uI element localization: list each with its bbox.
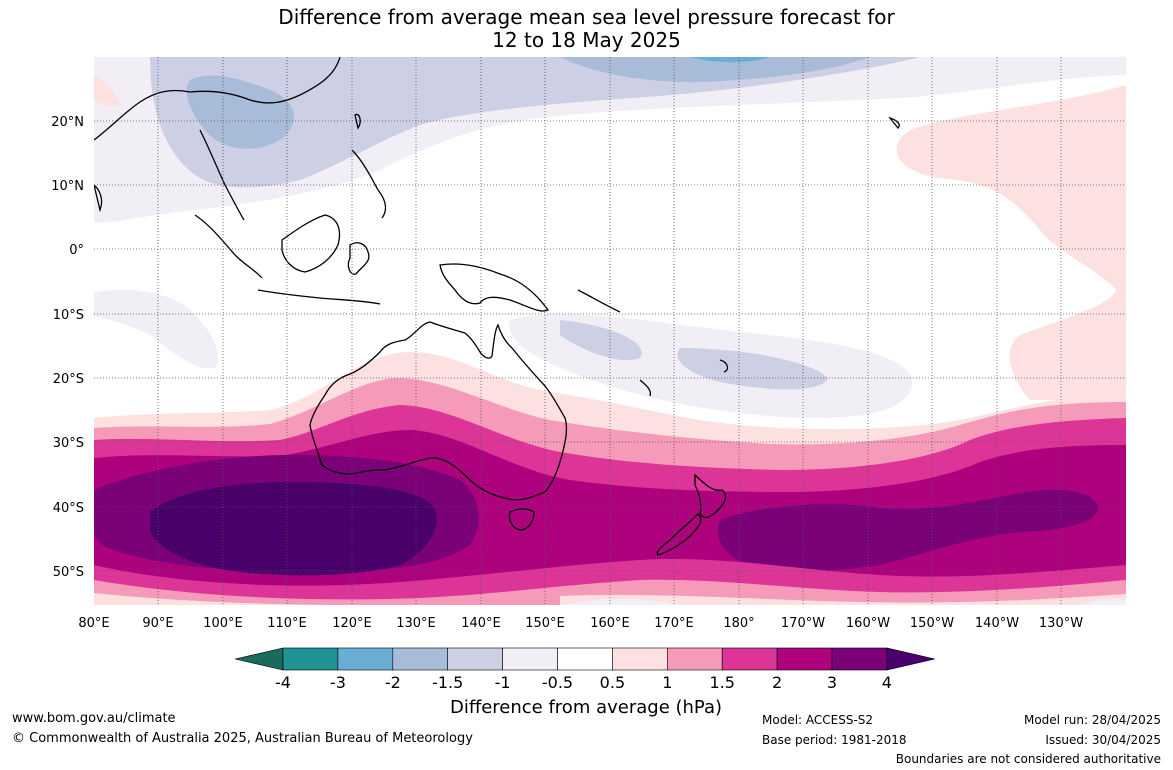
colorbar-swatch [776, 647, 833, 671]
disclaimer-text: Boundaries are not considered authoritat… [895, 752, 1161, 766]
band-neg-15-north-b [560, 57, 870, 83]
colorbar-tick-label: 0.5 [600, 673, 625, 692]
colorbar-tick-label: 1 [662, 673, 672, 692]
colorbar-swatch [337, 647, 394, 671]
longitude-labels: 80°E 90°E 100°E 110°E 120°E 130°E 140°E … [78, 616, 1083, 631]
band-pos-05-south [94, 593, 1126, 605]
coastlines [94, 57, 900, 556]
band-pos-15-south [94, 579, 1126, 605]
base-period-text: Base period: 1981-2018 [762, 733, 907, 747]
lon-label: 180° [723, 616, 754, 631]
lon-label: 110°E [267, 616, 307, 631]
band-neg-05-south-edge [560, 598, 1126, 605]
model-text: Model: ACCESS-S2 [762, 713, 874, 727]
colorbar: -4 -3 -2 -1.5 -1 -0.5 0.5 1 1.5 2 3 4 Difference fr… [234, 647, 935, 718]
lon-label: 170°W [781, 616, 825, 631]
lon-label: 170°E [654, 616, 694, 631]
colorbar-swatch [721, 647, 778, 671]
coast-hawaii [888, 116, 900, 129]
coast-sumatra-java [194, 214, 381, 305]
colorbar-swatch [447, 647, 503, 671]
colorbar-tick-label: -0.5 [542, 673, 573, 692]
coast-philippines [351, 149, 387, 219]
lat-label: 20°N [51, 115, 84, 130]
lon-label: 130°W [1039, 616, 1083, 631]
colorbar-swatch [502, 647, 558, 671]
band-pos-3-east [718, 489, 1099, 571]
lon-label: 160°W [846, 616, 890, 631]
website-text: www.bom.gov.au/climate [12, 711, 176, 726]
copyright-text: © Commonwealth of Australia 2025, Austra… [12, 731, 473, 746]
coast-sulawesi [347, 242, 370, 275]
band-pos-05-west-edge [94, 75, 120, 107]
colorbar-extend-high [886, 647, 935, 671]
colorbar-tick-label: -2 [385, 673, 401, 692]
colorbar-swatch [282, 647, 339, 671]
band-pos-4 [150, 482, 437, 576]
coast-borneo [281, 214, 341, 273]
colorbar-swatch [612, 647, 668, 671]
band-neg-15-north [186, 75, 294, 149]
lon-label: 160°E [590, 616, 630, 631]
coast-asia-mainland [94, 57, 341, 221]
chart-title-line2: 12 to 18 May 2025 [492, 28, 681, 52]
coast-australia [309, 321, 568, 501]
lon-label: 120°E [332, 616, 372, 631]
colorbar-swatch [666, 647, 723, 671]
lon-label: 80°E [78, 616, 109, 631]
lat-label: 40°S [53, 501, 84, 516]
coast-new-guinea [439, 263, 549, 312]
band-neg-05-indian [94, 289, 219, 369]
coast-tasmania [508, 508, 535, 531]
coast-vanuatu-fiji [639, 359, 729, 397]
lon-label: 140°E [461, 616, 501, 631]
colorbar-tick-label: -4 [275, 673, 291, 692]
issued-text: Issued: 30/04/2025 [1045, 733, 1161, 747]
lon-label: 100°E [203, 616, 243, 631]
model-run-text: Model run: 28/04/2025 [1023, 713, 1161, 727]
lat-label: 10°S [53, 308, 84, 323]
colorbar-tick-label: 3 [827, 673, 837, 692]
coast-nz-north [694, 473, 727, 519]
coast-sri-lanka [94, 184, 103, 213]
lon-label: 130°E [396, 616, 436, 631]
band-neg-1-coral-sea [560, 320, 828, 390]
lat-label: 20°S [53, 372, 84, 387]
colorbar-label: Difference from average (hPa) [450, 697, 722, 718]
graticule [94, 57, 1126, 605]
coast-nz-south [656, 513, 702, 556]
colorbar-tick-label: -1.5 [432, 673, 463, 692]
chart-title-line1: Difference from average mean sea level p… [278, 5, 895, 29]
lat-label: 30°S [53, 436, 84, 451]
colorbar-extend-low [234, 647, 284, 671]
lat-label: 50°S [53, 565, 84, 580]
colorbar-swatch [557, 647, 613, 671]
colorbar-swatch [831, 647, 888, 671]
colorbar-swatch [392, 647, 448, 671]
colorbar-swatches [234, 647, 935, 671]
band-neg-1-north [150, 57, 920, 188]
lat-label: 10°N [51, 179, 84, 194]
coast-solomons [577, 289, 621, 313]
colorbar-tick-label: -3 [330, 673, 346, 692]
lon-label: 150°W [910, 616, 954, 631]
colorbar-tick-label: 1.5 [709, 673, 734, 692]
latitude-labels: 20°N 10°N 0° 10°S 20°S 30°S 40°S 50°S [51, 115, 84, 580]
band-neg-2-north [690, 57, 770, 63]
band-pos-05-east-pacific [896, 85, 1126, 400]
lon-label: 90°E [142, 616, 173, 631]
lat-label: 0° [69, 243, 84, 258]
lon-label: 150°E [525, 616, 565, 631]
colorbar-tick-label: 2 [772, 673, 782, 692]
coast-taiwan [354, 113, 361, 130]
lon-label: 140°W [975, 616, 1019, 631]
colorbar-ticks: -4 -3 -2 -1.5 -1 -0.5 0.5 1 1.5 2 3 4 [275, 673, 892, 692]
colorbar-tick-label: -1 [495, 673, 511, 692]
colorbar-tick-label: 4 [882, 673, 892, 692]
